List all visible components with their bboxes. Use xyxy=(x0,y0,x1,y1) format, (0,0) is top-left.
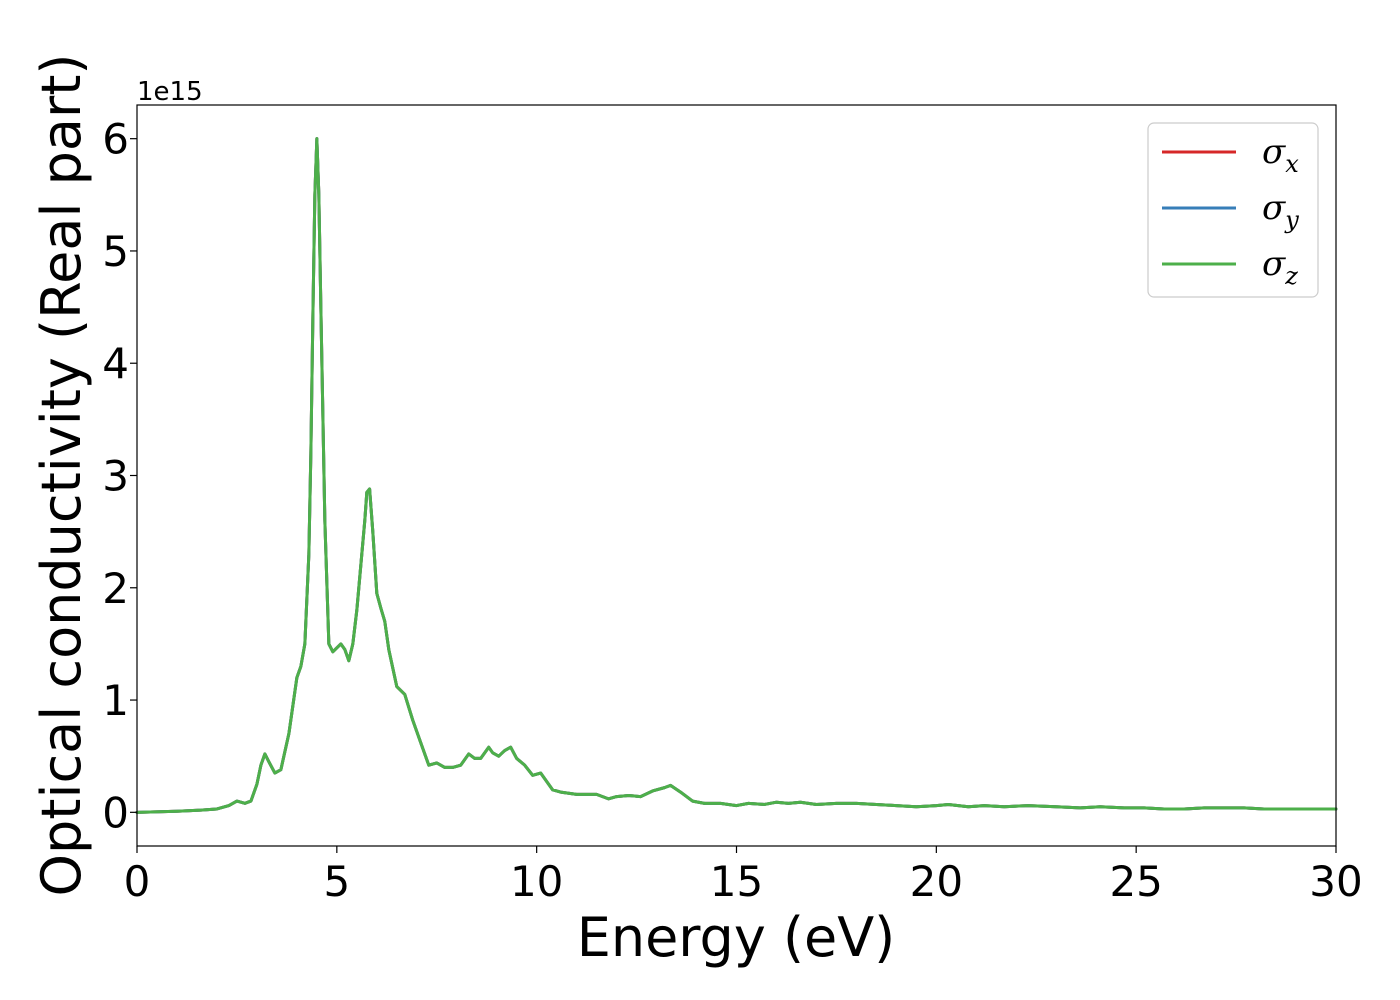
series-line-z xyxy=(135,137,1338,814)
y-offset-label: 1e15 xyxy=(137,77,203,107)
y-tick-label: 3 xyxy=(102,452,129,501)
legend: σx σy σz xyxy=(1147,122,1319,298)
y-tick-label: 1 xyxy=(102,676,129,725)
x-tick-label: 10 xyxy=(510,857,563,906)
plot-lines xyxy=(135,137,1338,814)
legend-box xyxy=(1147,122,1319,298)
legend-label-z: σz xyxy=(1262,244,1298,290)
legend-label-x: σx xyxy=(1262,132,1299,178)
x-axis-label: Energy (eV) xyxy=(577,906,896,969)
x-axis-ticks: 0 5 10 15 20 25 30 xyxy=(124,846,1363,906)
legend-label-y: σy xyxy=(1262,188,1299,234)
y-tick-label: 0 xyxy=(102,788,129,837)
x-tick-label: 15 xyxy=(710,857,763,906)
y-axis-label: Optical conductivity (Real part) xyxy=(30,54,93,897)
x-tick-label: 30 xyxy=(1309,857,1362,906)
y-axis-ticks: 0 1 2 3 4 5 6 xyxy=(102,115,137,837)
y-tick-label: 6 xyxy=(102,115,129,164)
x-tick-label: 20 xyxy=(910,857,963,906)
x-tick-label: 0 xyxy=(124,857,151,906)
y-tick-label: 2 xyxy=(102,564,129,613)
y-tick-label: 4 xyxy=(102,339,129,388)
x-tick-label: 5 xyxy=(323,857,350,906)
x-tick-label: 25 xyxy=(1109,857,1162,906)
y-tick-label: 5 xyxy=(102,227,129,276)
